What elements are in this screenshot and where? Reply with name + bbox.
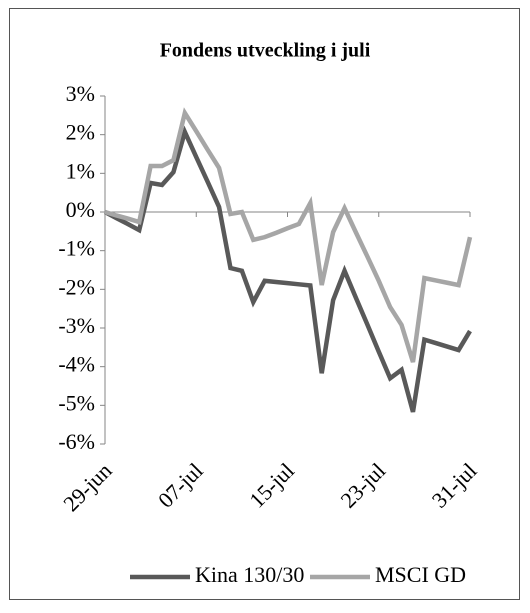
legend-label: Kina 130/30 [195, 562, 304, 587]
y-tick-label: 3% [66, 81, 95, 106]
chart-border [9, 8, 520, 600]
y-tick-label: -4% [58, 352, 95, 377]
series-line [104, 107, 473, 363]
chart-title: Fondens utveckling i juli [160, 40, 371, 62]
series-line [103, 125, 472, 413]
y-tick-label: -2% [58, 274, 95, 299]
y-tick-label: -3% [58, 313, 95, 338]
y-tick-label: -5% [58, 390, 95, 415]
y-tick-label: 0% [66, 197, 95, 222]
y-tick-label: 2% [66, 120, 95, 145]
y-tick-label: -6% [58, 429, 95, 454]
y-tick-label: -1% [58, 236, 95, 261]
legend-label: MSCI GD [375, 562, 466, 587]
y-tick-label: 1% [66, 158, 95, 183]
